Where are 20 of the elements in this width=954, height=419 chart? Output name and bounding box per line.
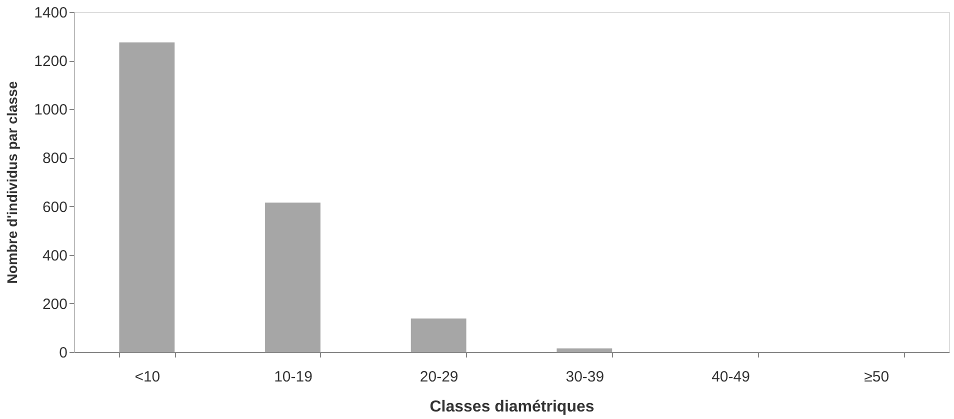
- y-tick-label: 1200: [34, 53, 68, 70]
- y-tick-label: 200: [42, 296, 68, 313]
- y-tick-label: 0: [59, 344, 68, 362]
- x-tick-label: <10: [134, 368, 160, 386]
- x-tick-label: 30-39: [566, 368, 604, 386]
- x-tick-label: ≥50: [864, 368, 890, 386]
- bar: [119, 42, 175, 352]
- y-tick-label: 1400: [34, 4, 68, 22]
- y-axis-title: Nombre d'individus par classe: [4, 81, 20, 284]
- y-tick-label: 800: [42, 150, 68, 168]
- y-tick-label: 600: [42, 198, 68, 216]
- x-tick-label: 20-29: [420, 368, 458, 386]
- x-tick-label: 10-19: [274, 368, 312, 386]
- bar: [410, 318, 466, 352]
- bar: [556, 348, 612, 352]
- x-axis-title: Classes diamétriques: [430, 398, 594, 416]
- x-tick-label: 40-49: [712, 368, 750, 386]
- bar: [265, 202, 320, 352]
- y-tick-label: 1000: [34, 102, 68, 119]
- y-tick-label: 400: [42, 247, 68, 264]
